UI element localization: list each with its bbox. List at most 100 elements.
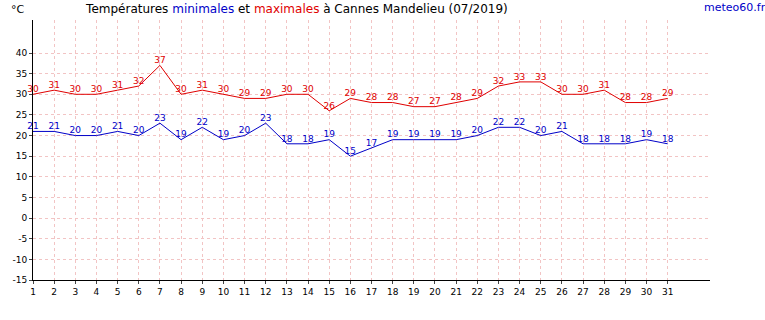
svg-text:21: 21 [450,287,461,297]
svg-text:28: 28 [598,287,610,297]
svg-text:13: 13 [281,287,292,297]
svg-text:29: 29 [345,88,357,98]
svg-text:2: 2 [51,287,57,297]
svg-text:25: 25 [16,110,27,120]
svg-text:18: 18 [302,134,314,144]
svg-text:-10: -10 [12,255,27,265]
svg-text:20: 20 [133,125,145,135]
svg-text:35: 35 [16,69,27,79]
svg-text:18: 18 [620,134,632,144]
svg-text:31: 31 [598,80,609,90]
svg-text:°C: °C [11,3,25,16]
svg-text:31: 31 [197,80,208,90]
svg-text:33: 33 [514,72,525,82]
svg-text:37: 37 [154,55,165,65]
svg-text:23: 23 [260,113,271,123]
svg-text:-5: -5 [18,234,27,244]
svg-text:18: 18 [281,134,293,144]
svg-text:-15: -15 [12,275,27,285]
svg-text:20: 20 [472,125,484,135]
svg-text:29: 29 [662,88,674,98]
svg-text:19: 19 [387,129,399,139]
svg-text:30: 30 [70,84,82,94]
svg-text:30: 30 [641,287,653,297]
svg-text:meteo60.fr: meteo60.fr [704,1,765,14]
svg-text:12: 12 [260,287,271,297]
svg-text:29: 29 [472,88,484,98]
svg-text:25: 25 [535,287,546,297]
svg-text:19: 19 [450,129,462,139]
svg-text:20: 20 [429,287,441,297]
svg-text:21: 21 [112,121,123,131]
svg-text:24: 24 [514,287,526,297]
svg-text:0: 0 [21,213,27,223]
svg-text:19: 19 [175,129,187,139]
svg-text:30: 30 [175,84,187,94]
svg-text:30: 30 [218,84,230,94]
svg-text:20: 20 [16,131,28,141]
svg-text:29: 29 [239,88,251,98]
svg-text:9: 9 [199,287,205,297]
svg-text:28: 28 [620,92,632,102]
svg-text:16: 16 [345,287,357,297]
svg-text:5: 5 [21,193,27,203]
svg-text:17: 17 [366,138,377,148]
svg-text:15: 15 [323,287,334,297]
svg-text:19: 19 [408,129,420,139]
svg-text:3: 3 [72,287,78,297]
svg-text:11: 11 [239,287,250,297]
svg-text:29: 29 [260,88,272,98]
svg-text:26: 26 [556,287,568,297]
svg-text:28: 28 [450,92,462,102]
svg-text:21: 21 [27,121,38,131]
svg-text:28: 28 [387,92,399,102]
svg-text:32: 32 [493,76,504,86]
svg-text:19: 19 [408,287,420,297]
svg-text:23: 23 [154,113,165,123]
svg-text:40: 40 [16,48,28,58]
svg-text:30: 30 [16,89,28,99]
svg-text:30: 30 [281,84,293,94]
svg-text:22: 22 [493,117,504,127]
svg-text:22: 22 [472,287,483,297]
svg-text:33: 33 [535,72,546,82]
svg-text:31: 31 [112,80,123,90]
svg-text:22: 22 [197,117,208,127]
svg-text:27: 27 [408,96,419,106]
svg-text:17: 17 [366,287,377,297]
svg-text:30: 30 [577,84,589,94]
svg-text:22: 22 [514,117,525,127]
svg-text:14: 14 [302,287,314,297]
svg-text:10: 10 [218,287,230,297]
svg-text:23: 23 [493,287,504,297]
svg-text:28: 28 [641,92,653,102]
svg-text:30: 30 [302,84,314,94]
svg-text:5: 5 [115,287,121,297]
svg-text:8: 8 [178,287,184,297]
svg-text:19: 19 [323,129,335,139]
svg-text:32: 32 [133,76,144,86]
svg-text:15: 15 [16,151,27,161]
svg-text:4: 4 [94,287,100,297]
svg-text:31: 31 [48,80,59,90]
svg-text:29: 29 [620,287,632,297]
svg-text:20: 20 [535,125,547,135]
svg-text:15: 15 [345,146,356,156]
svg-text:18: 18 [577,134,589,144]
svg-text:26: 26 [323,101,335,111]
svg-text:19: 19 [218,129,230,139]
svg-text:27: 27 [429,96,440,106]
svg-text:20: 20 [91,125,103,135]
svg-text:6: 6 [136,287,142,297]
svg-text:18: 18 [387,287,399,297]
svg-text:30: 30 [27,84,39,94]
svg-text:20: 20 [239,125,251,135]
svg-text:18: 18 [598,134,610,144]
svg-text:7: 7 [157,287,163,297]
svg-text:1: 1 [30,287,36,297]
svg-text:21: 21 [48,121,59,131]
svg-text:18: 18 [662,134,674,144]
svg-text:30: 30 [556,84,568,94]
svg-text:31: 31 [662,287,673,297]
svg-text:19: 19 [641,129,653,139]
